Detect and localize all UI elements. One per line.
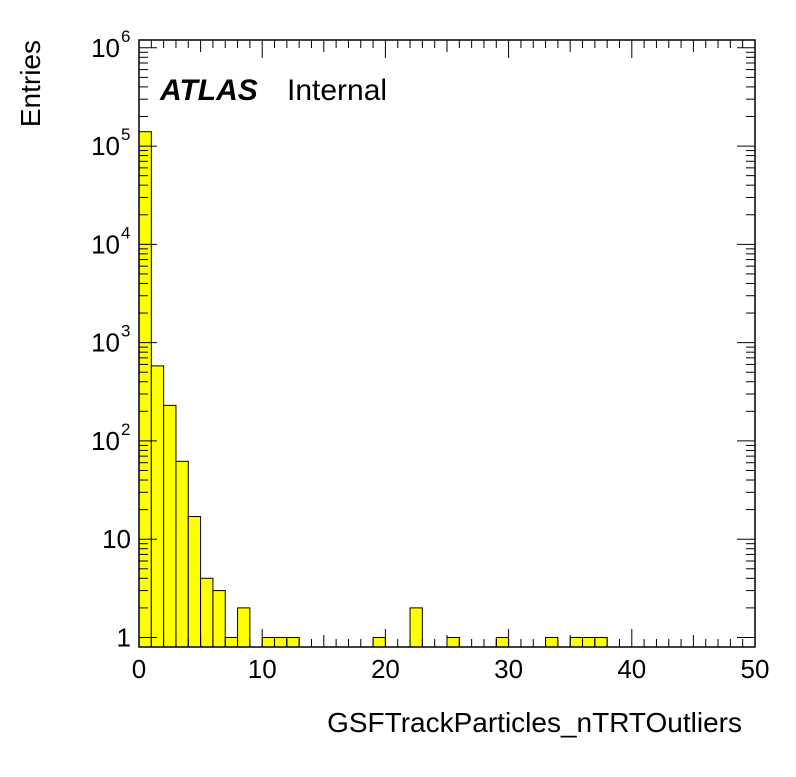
y-tick-exponent: 2 [121, 420, 130, 439]
histogram-bar [545, 636, 559, 648]
y-tick-label: 10 [91, 131, 120, 161]
y-axis-label: Entries [15, 40, 46, 127]
histogram-bar [163, 404, 177, 648]
histogram-bar [187, 516, 202, 648]
y-tick-label: 10 [91, 33, 120, 63]
x-tick-label: 0 [132, 654, 146, 684]
y-tick-exponent: 6 [121, 27, 130, 46]
x-tick-label: 20 [371, 654, 400, 684]
x-tick-label: 50 [741, 654, 770, 684]
histogram-bar [200, 577, 214, 648]
atlas-label: ATLAS [159, 74, 258, 107]
histogram-bar [409, 607, 423, 648]
y-tick-label: 10 [102, 524, 131, 554]
y-tick-exponent: 3 [121, 322, 130, 341]
histogram-bar [582, 636, 596, 648]
histogram-bar [261, 636, 276, 648]
histogram-bar [224, 636, 239, 648]
axis-ticks [138, 40, 756, 647]
histogram-bar [446, 636, 460, 648]
plot-frame [138, 39, 756, 648]
histogram-bar [286, 636, 300, 648]
histogram-bar [175, 460, 189, 648]
y-tick-exponent: 5 [121, 125, 130, 144]
internal-label: Internal [287, 74, 387, 107]
x-tick-label: 10 [248, 654, 277, 684]
y-tick-label: 10 [91, 426, 120, 456]
x-axis-label: GSFTrackParticles_nTRTOutliers [327, 707, 742, 738]
histogram-bar [212, 590, 226, 648]
y-tick-label: 10 [91, 328, 120, 358]
histogram-bar [150, 365, 165, 648]
y-tick-label: 10 [91, 229, 120, 259]
histogram-bar [372, 636, 386, 648]
histogram-bar [138, 131, 152, 648]
histogram-bar [569, 636, 584, 648]
histogram-bar [594, 636, 608, 648]
histogram-bar [495, 636, 510, 648]
histogram-bar [237, 607, 251, 648]
y-tick-label: 1 [117, 622, 131, 652]
y-tick-exponent: 4 [121, 223, 130, 242]
x-tick-labels: 0 10 20 30 40 50 [132, 654, 770, 684]
x-tick-label: 30 [494, 654, 523, 684]
histogram-bar [274, 636, 288, 648]
x-tick-label: 40 [617, 654, 646, 684]
histogram-bars [138, 131, 608, 648]
